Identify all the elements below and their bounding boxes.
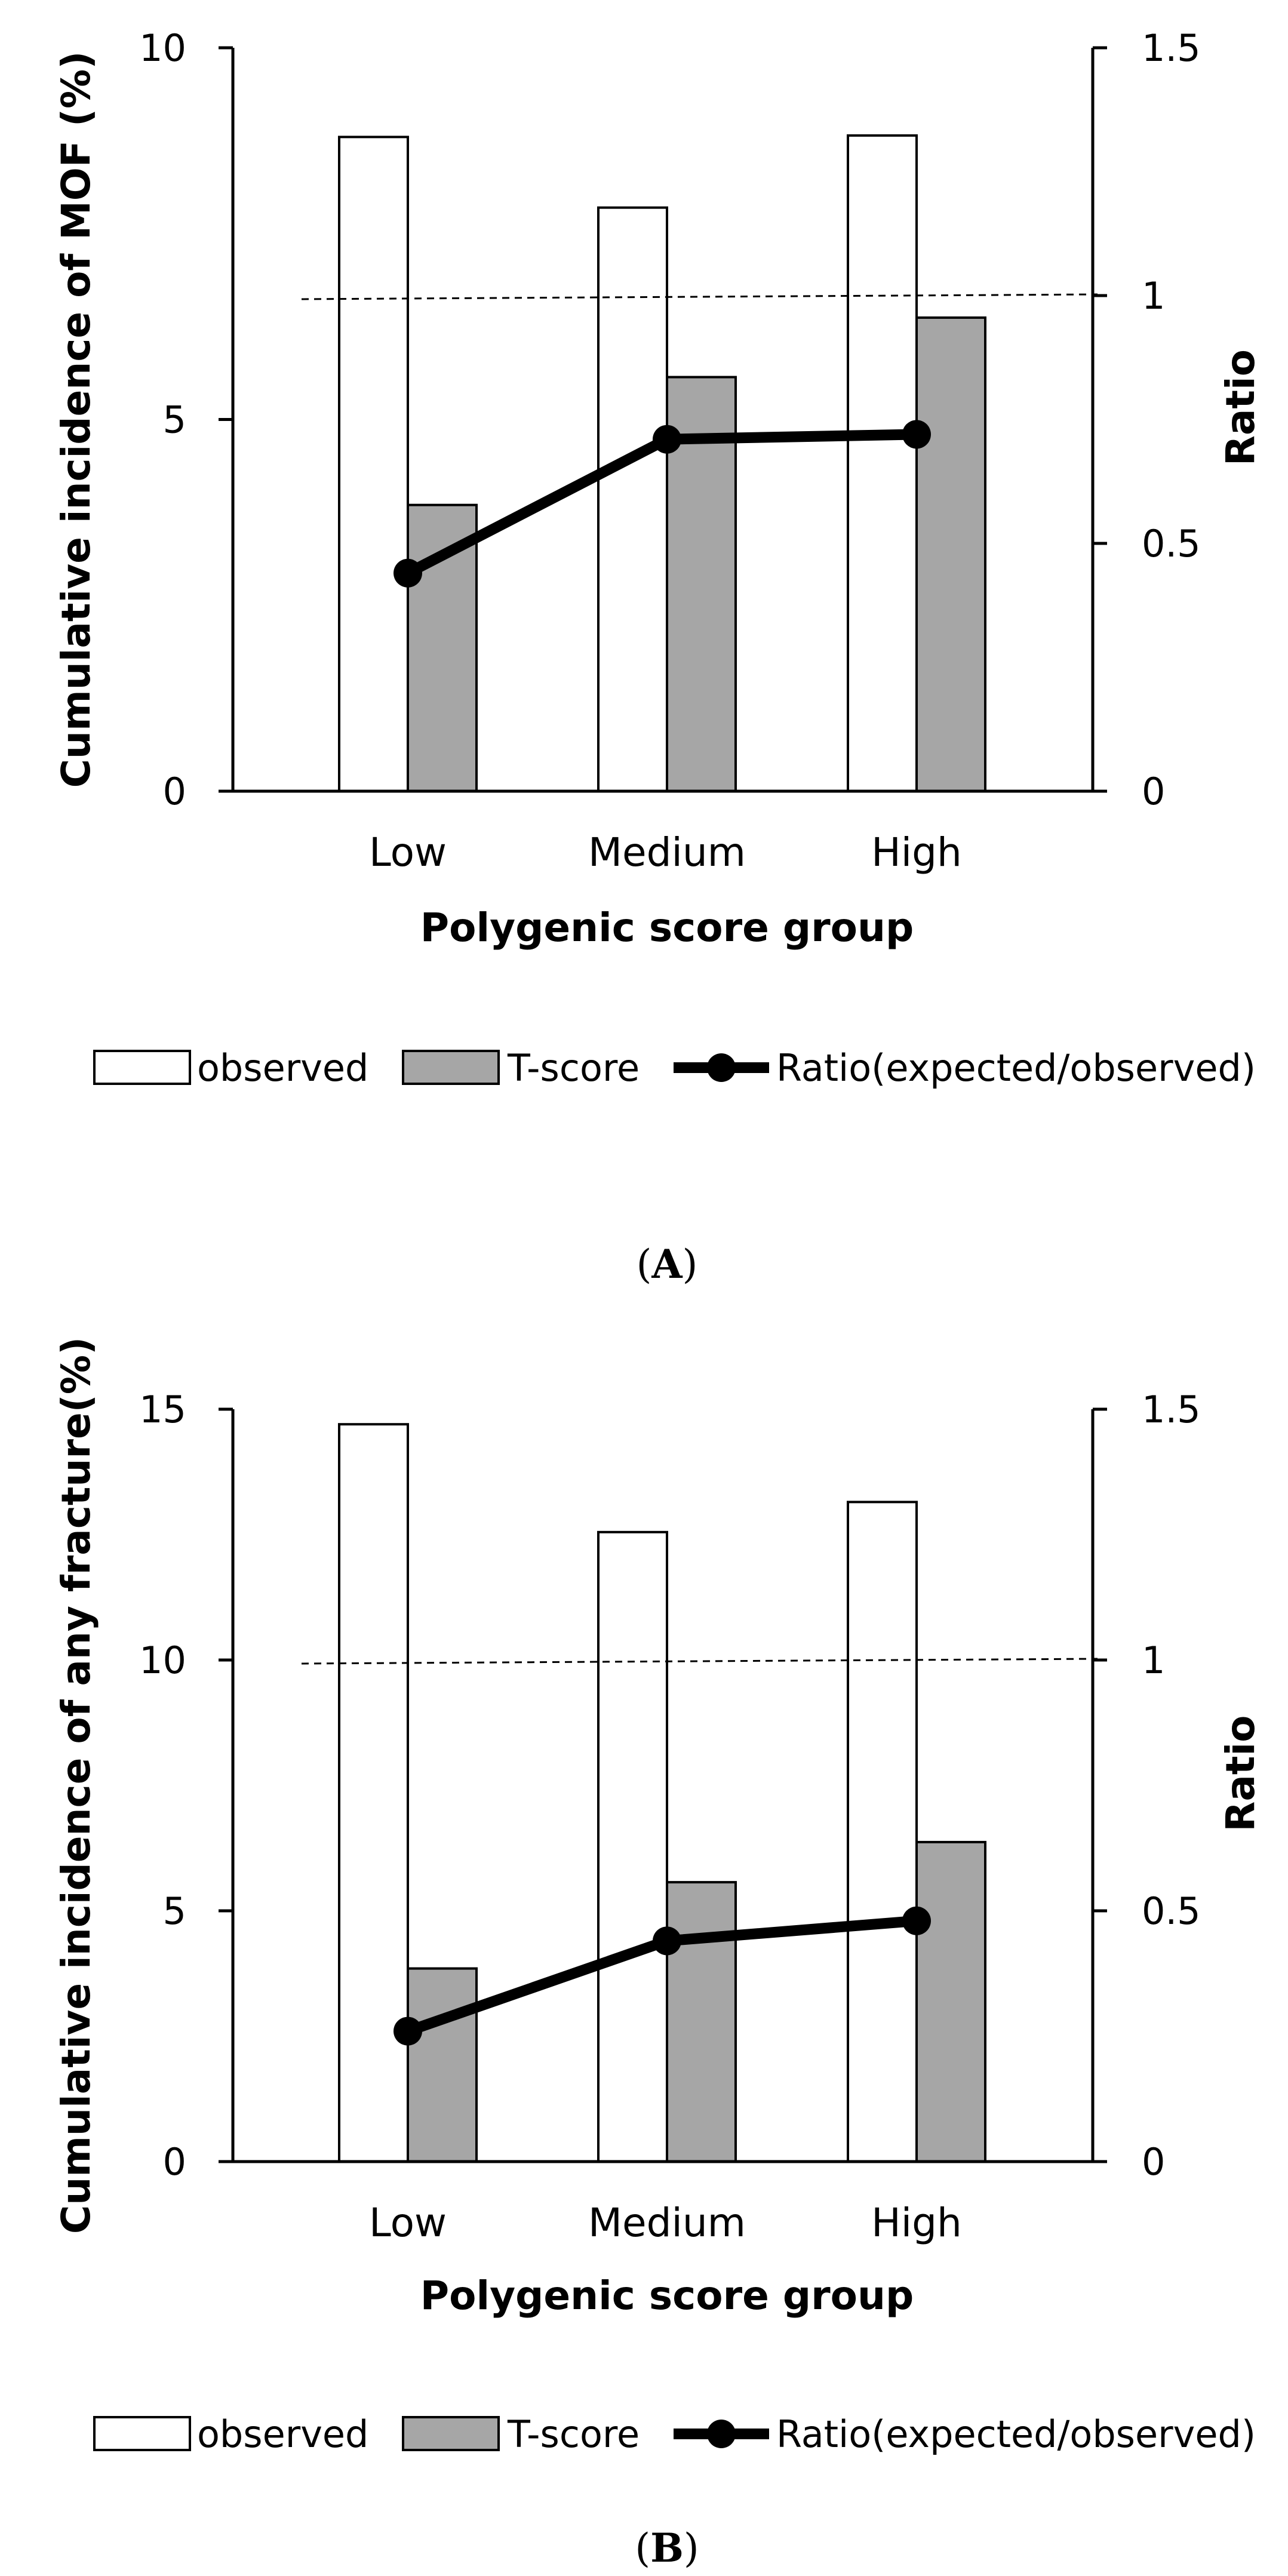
chart-a-bar-observed-medium [597, 206, 668, 792]
chart-b-y2-axis-title: Ratio [1218, 1716, 1264, 1832]
chart-b-group: 0 5 10 15 0 0.5 1 1.5 Low Medium High Polygenic sco… [53, 1337, 1264, 2571]
chart-b-ratio-point-medium [653, 1926, 681, 1956]
chart-b-x-axis-title: Polygenic score group [420, 2273, 914, 2319]
chart-a-left-tick-label-5: 5 [163, 398, 186, 442]
chart-a-legend-label-ratio: Ratio(expected/observed) [776, 1046, 1256, 1090]
chart-a-left-tick-label-10: 10 [139, 26, 186, 70]
chart-a-ratio-point-low [394, 558, 422, 588]
chart-b-legend-label-ratio: Ratio(expected/observed) [776, 2412, 1256, 2456]
chart-a-legend-swatch-tscore [402, 1050, 500, 1085]
chart-b-left-tick-label-0: 0 [163, 2140, 186, 2184]
chart-a-bar-observed-high [847, 134, 918, 792]
chart-a-reference-line [301, 293, 1098, 300]
chart-a-category-label-high: High [871, 829, 962, 875]
chart-a-group: 0 5 10 0 0.5 1 1.5 Low Medium High Polygenic score… [53, 26, 1264, 1287]
chart-b-bar-observed-low [338, 1423, 409, 2163]
chart-a-legend-label-tscore: T-score [507, 1046, 640, 1090]
chart-a-panel-label-close: ) [683, 1241, 698, 1287]
chart-a-x-axis-title: Polygenic score group [420, 905, 914, 951]
chart-a-bar-tscore-high [915, 316, 986, 792]
chart-b-bar-tscore-high [915, 1840, 986, 2163]
chart-b-legend-swatch-observed [93, 2416, 191, 2451]
chart-b-panel-label-open: ( [635, 2525, 650, 2571]
chart-a-right-tick-label-0.5: 0.5 [1142, 522, 1201, 565]
chart-a-y2-axis-title: Ratio [1218, 349, 1264, 466]
chart-b-category-label-medium: Medium [588, 2200, 746, 2246]
chart-b-y-axis-title: Cumulative incidence of any fracture(%) [53, 1337, 99, 2234]
chart-b-right-tick-label-0: 0 [1142, 2140, 1165, 2184]
chart-b-panel-label-letter: B [650, 2525, 684, 2571]
chart-b-left-tick-label-10: 10 [139, 1639, 186, 1682]
chart-b-panel-label-close: ) [684, 2525, 699, 2571]
chart-a-legend-swatch-ratio-point [707, 1053, 736, 1082]
chart-b-category-label-high: High [871, 2200, 962, 2246]
chart-b-ratio-point-low [394, 2016, 422, 2046]
chart-a-ratio-point-high [902, 420, 931, 449]
chart-b-right-tick-label-1.5: 1.5 [1142, 1388, 1201, 1431]
chart-b-legend-swatch-tscore [402, 2416, 500, 2451]
chart-b-legend-label-tscore: T-score [507, 2412, 640, 2456]
chart-a-category-label-low: Low [369, 829, 447, 875]
chart-b-reference-line [301, 1658, 1098, 1665]
chart-b-panel-label: (B) [635, 2525, 699, 2571]
chart-b-category-label-low: Low [369, 2200, 447, 2246]
chart-a-panel-label-open: ( [637, 1241, 652, 1287]
chart-a-legend-label-observed: observed [197, 1046, 368, 1090]
chart-a-category-label-medium: Medium [588, 829, 746, 875]
chart-b-legend-swatch-ratio-point [707, 2420, 736, 2448]
chart-b-bar-tscore-medium [666, 1881, 737, 2163]
chart-a-panel-label-letter: A [651, 1241, 683, 1287]
chart-a-bar-observed-low [338, 136, 409, 792]
chart-b-bar-tscore-low [407, 1967, 478, 2163]
chart-b-bar-observed-medium [597, 1530, 668, 2163]
chart-a-legend: observed T-score Ratio(expected/observed) [93, 1046, 1256, 1090]
chart-a-right-tick-label-1: 1 [1142, 274, 1165, 318]
chart-b-left-tick-label-15: 15 [139, 1388, 186, 1431]
chart-b-right-tick-label-1: 1 [1142, 1639, 1165, 1682]
chart-a-right-tick-label-1.5: 1.5 [1142, 26, 1201, 70]
chart-b-left-tick-label-5: 5 [163, 1889, 186, 1933]
chart-a-y-axis-title: Cumulative incidence of MOF (%) [53, 51, 99, 788]
chart-a-left-tick-label-0: 0 [163, 770, 186, 813]
chart-a-legend-swatch-observed [93, 1050, 191, 1085]
chart-a-panel-label: (A) [637, 1241, 698, 1287]
chart-a-ratio-point-medium [653, 425, 681, 454]
chart-a-right-tick-label-0: 0 [1142, 770, 1165, 813]
chart-b-legend: observed T-score Ratio(expected/observed) [93, 2412, 1256, 2456]
chart-b-ratio-point-high [902, 1906, 931, 1935]
chart-b-legend-label-observed: observed [197, 2412, 368, 2456]
chart-b-bar-observed-high [847, 1501, 918, 2163]
chart-b-right-tick-label-0.5: 0.5 [1142, 1889, 1201, 1933]
